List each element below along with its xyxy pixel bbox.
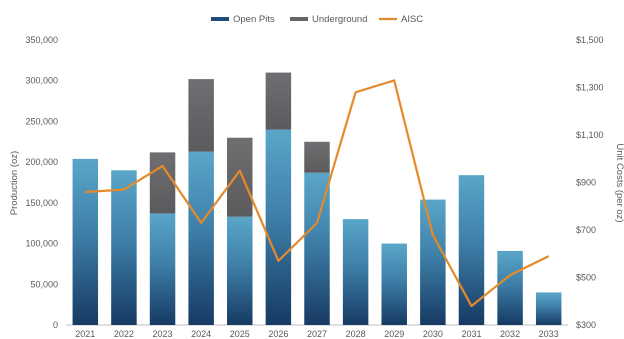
y2-tick-label: $1,100	[576, 130, 604, 140]
bar-open-pits-2031	[458, 175, 485, 325]
x-axis-ticks: 2021 2022 2023 2024 2025 2026 2027 2028 2029 2030…	[75, 329, 558, 339]
y-tick-label: 300,000	[25, 76, 58, 86]
y2-tick-label: $700	[576, 225, 596, 235]
legend-label-open-pits: Open Pits	[233, 14, 275, 25]
y2-axis-ticks: $300 $500 $700 $900 $1,100 $1,300 $1,500	[576, 35, 604, 330]
legend-label-underground: Underground	[312, 14, 367, 25]
bar-open-pits-2024	[188, 151, 214, 325]
legend-item-aisc: AISC	[379, 14, 423, 25]
aisc-line	[85, 79, 550, 308]
bar-open-pits-2025	[227, 216, 253, 325]
x-tick-label: 2032	[500, 329, 520, 339]
y-axis-title: Production (oz)	[9, 151, 20, 215]
x-tick-label: 2023	[153, 329, 173, 339]
x-tick-label: 2027	[307, 329, 327, 339]
x-tick-label: 2025	[230, 329, 250, 339]
x-tick-label: 2022	[114, 329, 134, 339]
bar-open-pits-2027	[304, 172, 330, 325]
x-tick-label: 2024	[191, 329, 211, 339]
x-tick-label: 2030	[423, 329, 443, 339]
x-tick-label: 2021	[75, 329, 95, 339]
y-tick-label: 50,000	[30, 279, 58, 289]
aisc-line-layer	[85, 79, 550, 308]
y-tick-label: 200,000	[25, 157, 58, 167]
y2-axis-title: Unit Costs (per oz)	[614, 143, 624, 222]
legend: Open Pits Underground AISC	[211, 14, 423, 25]
x-tick-label: 2026	[268, 329, 288, 339]
bar-open-pits-2030	[420, 199, 446, 325]
legend-swatch-underground	[290, 17, 308, 21]
bar-open-pits-2029	[381, 243, 407, 325]
y-tick-label: 250,000	[25, 116, 58, 126]
x-tick-label: 2029	[384, 329, 404, 339]
legend-swatch-open-pits	[211, 17, 229, 21]
y-tick-label: 350,000	[25, 35, 58, 45]
bars	[72, 72, 562, 325]
y2-tick-label: $1,300	[576, 83, 604, 93]
bar-underground-2024	[188, 79, 214, 152]
y-tick-label: 150,000	[25, 198, 58, 208]
bar-open-pits-2032	[497, 250, 523, 325]
y2-tick-label: $300	[576, 320, 596, 330]
y-tick-label: 0	[53, 320, 58, 330]
bar-underground-2023	[149, 152, 176, 214]
x-tick-label: 2033	[539, 329, 559, 339]
x-tick-label: 2031	[461, 329, 481, 339]
bar-open-pits-2026	[265, 129, 292, 325]
y2-tick-label: $1,500	[576, 35, 604, 45]
bar-open-pits-2023	[149, 213, 176, 325]
bar-open-pits-2033	[535, 292, 562, 325]
bar-underground-2026	[265, 72, 292, 130]
legend-item-open-pits: Open Pits	[211, 14, 275, 25]
legend-label-aisc: AISC	[401, 14, 423, 25]
bar-open-pits-2028	[342, 219, 369, 325]
y2-tick-label: $900	[576, 178, 596, 188]
legend-item-underground: Underground	[290, 14, 367, 25]
y-axis-ticks: 0 50,000 100,000 150,000 200,000 250,000 300,0…	[25, 35, 58, 330]
bar-open-pits-2022	[111, 170, 137, 325]
y-tick-label: 100,000	[25, 239, 58, 249]
bar-underground-2027	[304, 141, 330, 173]
y2-tick-label: $500	[576, 273, 596, 283]
x-tick-label: 2028	[346, 329, 366, 339]
bar-open-pits-2021	[72, 158, 99, 325]
bar-underground-2025	[227, 137, 253, 217]
